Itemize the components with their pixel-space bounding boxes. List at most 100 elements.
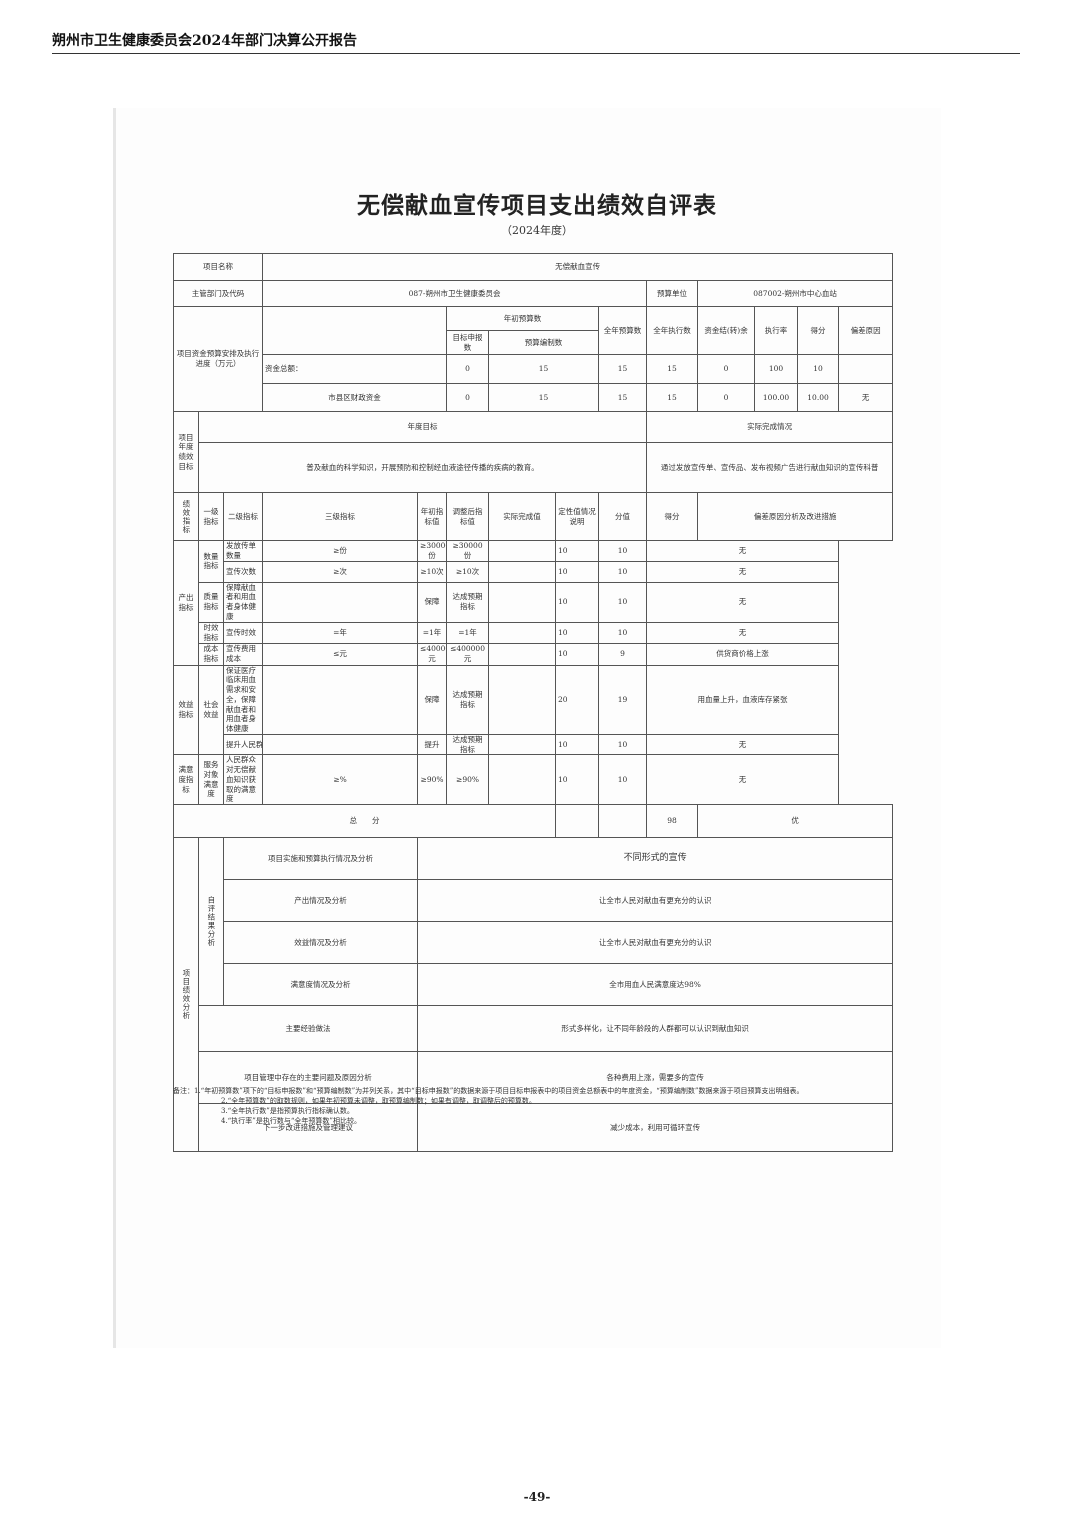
header-divider: [52, 53, 1020, 54]
label: 预算单位: [646, 280, 699, 307]
cell: [262, 664, 419, 735]
cell: 10: [555, 540, 600, 562]
h: 全年预算数: [598, 306, 648, 355]
cell: 减少成本，利用可循环宣传: [417, 1103, 894, 1152]
h: 年度目标: [197, 411, 648, 443]
h: 调整后指标值: [446, 492, 490, 541]
cell: 产出情况及分析: [222, 879, 419, 922]
cell: =1年: [446, 621, 490, 644]
cell: ≥90%: [446, 754, 490, 805]
cell: 满意度情况及分析: [222, 963, 419, 1006]
c: 0: [446, 354, 490, 384]
c: [838, 354, 894, 384]
note: 4.“执行率”是执行数与“全年预算数”相比较。: [221, 1117, 361, 1126]
budget-label: 项目资金预算安排及执行进度（万元）: [172, 306, 264, 412]
c: 100: [754, 354, 799, 384]
c: 15: [646, 383, 699, 412]
h: 实际完成情况: [646, 411, 894, 443]
row-dept: 主管部门及代码 087-朔州市卫生健康委员会 预算单位 087002-朔州市中心血站: [172, 280, 894, 307]
h: 三级指标: [262, 492, 419, 541]
cell: 10: [555, 733, 600, 756]
cell: [598, 804, 648, 838]
analysis-row: 下一步改进措施及管理建议 减少成本，利用可循环宣传: [174, 1103, 894, 1152]
cell: ≥10次: [417, 560, 448, 583]
cell: 保障: [417, 664, 448, 735]
cell: 主要经验做法: [197, 1005, 419, 1052]
c: 0: [697, 354, 756, 384]
cell: ≥30000份: [417, 540, 448, 562]
c: 0: [697, 383, 756, 412]
cell: 自评结果分析: [198, 837, 224, 1006]
analysis-row: 主要经验做法 形式多样化，让不同年龄段的人群都可以认识到献血知识: [174, 1005, 894, 1052]
cell: ≤400000元: [417, 642, 448, 666]
doc-title: 无偿献血宣传项目支出绩效自评表: [357, 192, 717, 219]
cell: 数量指标: [198, 540, 224, 583]
cell: 宣传费用成本: [222, 642, 264, 666]
cell: 10: [555, 621, 600, 644]
cell: 10: [555, 560, 600, 583]
h: 分值: [598, 492, 648, 541]
cell: ≤元: [262, 642, 419, 666]
cell: [262, 733, 419, 756]
h: 年初预算数: [446, 306, 600, 331]
cell: 10: [555, 642, 600, 666]
cell: ≤400000元: [446, 642, 490, 666]
c: 100.00: [754, 383, 799, 412]
cell: 无: [646, 581, 840, 623]
cell: 优: [697, 804, 894, 838]
cell: 质量指标: [198, 581, 224, 623]
cell: 项目管理中存在的主要问题及原因分析: [197, 1051, 419, 1104]
indicator-row: 时效指标 宣传时效 =年 =1年 =1年 10 10 无: [174, 621, 893, 644]
cell: 提升人民群众全面了解无偿献血知识普及率: [222, 733, 264, 756]
cell: 用血量上升，血液库存紧张: [646, 664, 840, 735]
c: 市县区财政资金: [262, 383, 448, 412]
cell: 保障: [417, 581, 448, 623]
cell: 宣传时效: [222, 621, 264, 644]
cell: 10: [555, 581, 600, 623]
cell: 供货商价格上涨: [646, 642, 840, 666]
cell: =1年: [417, 621, 448, 644]
page-number: -49-: [523, 1490, 551, 1504]
cell: ≥份: [262, 540, 419, 562]
label: 主管部门及代码: [172, 280, 264, 307]
blank: [262, 306, 448, 355]
cell: [488, 754, 557, 805]
c: 10.00: [797, 383, 840, 412]
h: 资金结(转)余: [697, 306, 756, 355]
doc-year: （2024年度）: [501, 224, 573, 237]
c: 资金总额：: [262, 354, 448, 384]
cell: 让全市人民对献血有更充分的认识: [417, 921, 894, 964]
cell: [488, 642, 557, 666]
cell: 全市用血人民满意度达98%: [417, 963, 894, 1006]
h: 全年执行数: [646, 306, 699, 355]
h: 实际完成值: [488, 492, 557, 541]
analysis-row: 满意度情况及分析 全市用血人民满意度达98%: [174, 963, 894, 1006]
cell: [488, 560, 557, 583]
cell: [488, 621, 557, 644]
note: 3.“全年执行数”是指预算执行指标确认数。: [221, 1107, 354, 1116]
c: 15: [488, 383, 600, 412]
cell: 10: [598, 621, 648, 644]
cell: ≥30000份: [446, 540, 490, 562]
total-row: 总 分 98 优: [172, 804, 894, 838]
cell: [488, 664, 557, 735]
cell: 9: [598, 642, 648, 666]
cell: 20: [555, 664, 600, 735]
indicator-row: 效益指标 社会效益 保证医疗临床用血需求和安全，保障献血者和用血者身体健康 保障 达成预…: [173, 664, 893, 756]
cell: 10: [598, 754, 648, 805]
cell: [488, 540, 557, 562]
project-name: 无偿献血宣传: [262, 253, 894, 281]
actual: 通过发放宣传单、宣传品、发布视频广告进行献血知识的宣传科普: [646, 442, 894, 493]
h: 偏差原因: [838, 306, 894, 355]
cell: ≥10次: [446, 560, 490, 583]
budget-row: 资金总额： 0 15 15 15 0 100 10: [174, 354, 894, 384]
h: 得分: [646, 492, 699, 541]
cell: 10: [598, 540, 648, 562]
budget-header: 项目资金预算安排及执行进度（万元） 年初预算数 全年预算数 全年执行数 资金结(转)余执…: [172, 306, 894, 412]
cell: 达成预期指标: [446, 581, 490, 623]
cell: 无: [646, 560, 840, 583]
notes: 备注：1.“年初预算数”项下的“目标申报数”和“预算编制数”为并列关系，其中“目…: [173, 1086, 893, 1127]
h: 定性值情况说明: [555, 492, 600, 541]
cell: 项目实施和预算执行情况及分析: [222, 837, 419, 880]
